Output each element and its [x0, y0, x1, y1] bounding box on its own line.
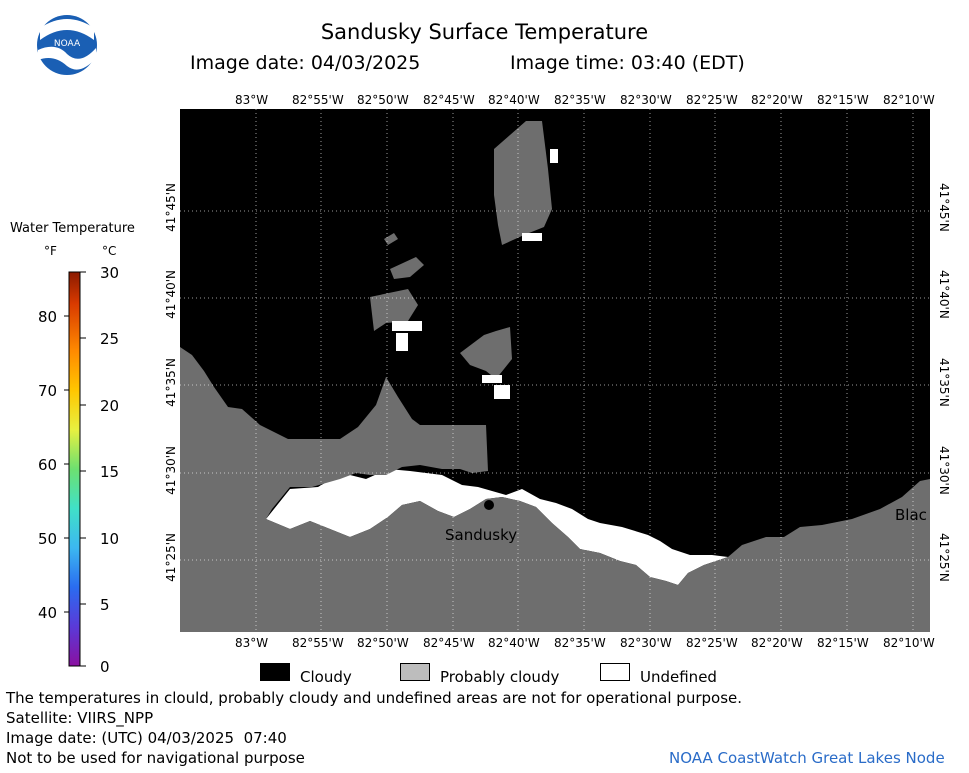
- noaa-logo: NOAA: [36, 14, 98, 76]
- probably-cloudy-area: [180, 347, 930, 632]
- image-date-label: Image date: 04/03/2025: [190, 52, 421, 74]
- probably-cloudy-island: [494, 121, 552, 245]
- grid-lines: [180, 109, 930, 632]
- temperature-map: [180, 109, 930, 632]
- colorbar-f-tick: 50: [38, 530, 58, 548]
- legend-label-cloudy: Cloudy: [300, 668, 352, 686]
- lon-label: 82°15'W: [817, 636, 869, 650]
- colorbar-f-tick: 80: [38, 308, 58, 326]
- legend-swatch-probably-cloudy: [400, 663, 430, 681]
- lat-label: 41°25'N: [937, 533, 951, 582]
- legend-label-undefined: Undefined: [640, 668, 717, 686]
- colorbar-f-tick: 60: [38, 456, 58, 474]
- lat-label: 41°30'N: [164, 446, 178, 495]
- satellite-text: Satellite: VIIRS_NPP: [6, 709, 154, 727]
- image-time-label: Image time: 03:40 (EDT): [510, 52, 745, 74]
- lon-label: 82°25'W: [686, 636, 738, 650]
- lon-label: 82°55'W: [292, 636, 344, 650]
- legend-label-probably-cloudy: Probably cloudy: [440, 668, 560, 686]
- colorbar-c-tick: 20: [100, 397, 120, 415]
- lon-label: 82°35'W: [554, 636, 606, 650]
- lat-label: 41°35'N: [937, 358, 951, 407]
- lon-label: 83°W: [235, 93, 269, 107]
- lon-label: 82°30'W: [620, 636, 672, 650]
- colorbar-c-tick: 10: [100, 530, 120, 548]
- lon-label: 82°45'W: [423, 93, 475, 107]
- noaa-logo-text: NOAA: [54, 39, 81, 49]
- colorbar-c-tick: 5: [100, 596, 110, 614]
- lon-label: 82°10'W: [883, 636, 935, 650]
- colorbar-title: Water Temperature: [10, 221, 135, 236]
- lat-label: 41°35'N: [164, 358, 178, 407]
- colorbar-f-tick: 70: [38, 382, 58, 400]
- lon-label: 82°45'W: [423, 636, 475, 650]
- utc-date-text: Image date: (UTC) 04/03/2025 07:40: [6, 729, 287, 747]
- lon-label: 83°W: [235, 636, 269, 650]
- lat-label: 41°40'N: [937, 270, 951, 319]
- legend-swatch-cloudy: [260, 663, 290, 681]
- lat-label: 41°40'N: [164, 270, 178, 319]
- lon-label: 82°50'W: [357, 93, 409, 107]
- lon-label: 82°20'W: [751, 636, 803, 650]
- probably-cloudy-island: [370, 289, 418, 331]
- colorbar-f-tick: 40: [38, 604, 58, 622]
- undefined-area: [266, 469, 728, 585]
- lat-label: 41°25'N: [164, 533, 178, 582]
- lon-label: 82°55'W: [292, 93, 344, 107]
- lon-label: 82°25'W: [686, 93, 738, 107]
- colorbar-c-tick: 0: [100, 658, 110, 676]
- colorbar-unit-f: °F: [44, 244, 57, 258]
- temperature-colorbar: [64, 271, 86, 667]
- probably-cloudy-island: [460, 327, 512, 379]
- colorbar-c-tick: 25: [100, 330, 120, 348]
- sandusky-marker: [484, 500, 494, 510]
- lon-label: 82°10'W: [883, 93, 935, 107]
- page-title: Sandusky Surface Temperature: [320, 20, 649, 44]
- colorbar-c-tick: 15: [100, 463, 120, 481]
- place-label-sandusky: Sandusky: [445, 526, 518, 544]
- probably-cloudy-island: [390, 257, 424, 279]
- credit-text: NOAA CoastWatch Great Lakes Node: [669, 749, 945, 767]
- lon-label: 82°40'W: [488, 93, 540, 107]
- disclaimer-text: The temperatures in clould, probably clo…: [6, 689, 743, 707]
- lon-label: 82°20'W: [751, 93, 803, 107]
- lon-label: 82°40'W: [488, 636, 540, 650]
- place-label-blac: Blac: [895, 506, 927, 524]
- black-river-marker: [891, 489, 901, 499]
- colorbar-c-tick: 30: [100, 264, 120, 282]
- lat-label: 41°45'N: [164, 183, 178, 232]
- lat-label: 41°30'N: [937, 446, 951, 495]
- navigation-note: Not to be used for navigational purpose: [6, 749, 305, 767]
- lon-label: 82°30'W: [620, 93, 672, 107]
- undefined-specks: [392, 149, 558, 399]
- lat-label: 41°45'N: [937, 183, 951, 232]
- legend-swatch-undefined: [600, 663, 630, 681]
- lon-label: 82°50'W: [357, 636, 409, 650]
- lon-label: 82°35'W: [554, 93, 606, 107]
- colorbar-unit-c: °C: [102, 244, 117, 258]
- lon-label: 82°15'W: [817, 93, 869, 107]
